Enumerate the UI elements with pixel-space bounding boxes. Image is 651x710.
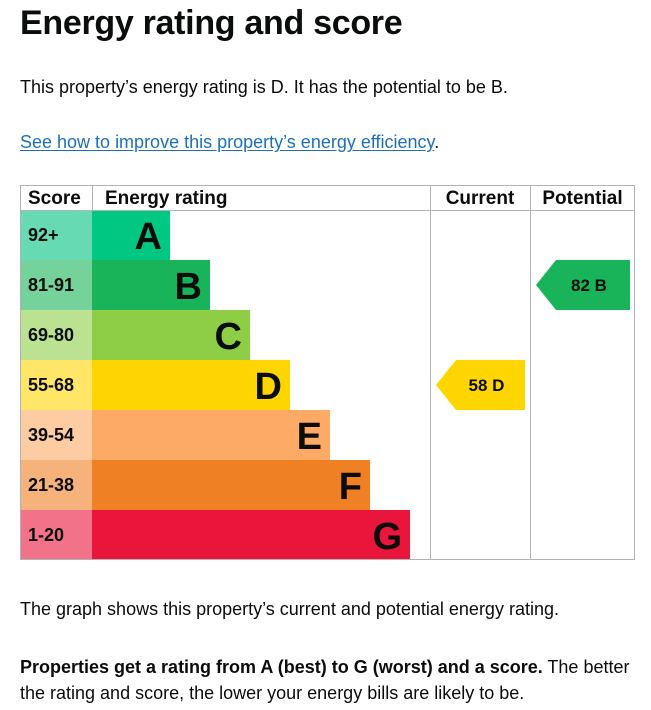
rating-letter-b: B xyxy=(175,266,202,308)
rating-explanation: Properties get a rating from A (best) to… xyxy=(20,654,635,706)
improve-suffix: . xyxy=(434,132,440,152)
rating-letter-c: C xyxy=(215,316,242,358)
potential-score-label: 82 B xyxy=(571,276,607,295)
current-score-label: 58 D xyxy=(469,376,505,395)
rating-letter-f: F xyxy=(339,466,362,508)
rating-bar-c xyxy=(92,310,250,360)
score-cell-b xyxy=(20,260,92,310)
header-energy-rating: Energy rating xyxy=(105,188,227,209)
rating-bar-a xyxy=(92,210,170,260)
score-cell-a xyxy=(20,210,92,260)
score-range-e: 39-54 xyxy=(28,425,74,445)
improve-efficiency-link[interactable]: See how to improve this property’s energ… xyxy=(20,132,435,152)
improve-paragraph: See how to improve this property’s energ… xyxy=(20,132,439,153)
energy-rating-graph: 92+ A 81-91 B 69-80 C 55-68 D 39-54 E 21-38 F 1-20 G S… xyxy=(20,185,635,560)
energy-rating-chart: 92+ A 81-91 B 69-80 C 55-68 D 39-54 E 21-38 F 1-20 G S… xyxy=(20,185,635,560)
rating-letter-d: D xyxy=(255,366,282,408)
rating-explanation-bold: Properties get a rating from A (best) to… xyxy=(20,657,543,677)
rating-letter-g: G xyxy=(372,516,402,558)
header-current: Current xyxy=(446,188,515,209)
page-title: Energy rating and score xyxy=(20,4,403,42)
rating-bar-f xyxy=(92,460,370,510)
score-range-d: 55-68 xyxy=(28,375,74,395)
chart-caption: The graph shows this property’s current … xyxy=(20,599,559,619)
current-arrow xyxy=(436,360,525,410)
potential-arrow xyxy=(536,260,630,310)
score-cell-d xyxy=(20,360,92,410)
rating-letter-a: A xyxy=(135,216,162,258)
score-cell-c xyxy=(20,310,92,360)
score-cell-e xyxy=(20,410,92,460)
rating-explanation-rest: The better the rating and score, the low… xyxy=(20,657,630,703)
score-range-c: 69-80 xyxy=(28,325,74,345)
header-potential: Potential xyxy=(542,188,622,209)
score-cell-f xyxy=(20,460,92,510)
score-range-b: 81-91 xyxy=(28,275,74,295)
rating-bar-e xyxy=(92,410,330,460)
header-score: Score xyxy=(28,188,81,209)
rating-bar-d xyxy=(92,360,290,410)
score-range-f: 21-38 xyxy=(28,475,74,495)
rating-bar-b xyxy=(92,260,210,310)
score-range-a: 92+ xyxy=(28,225,59,245)
rating-letter-e: E xyxy=(297,416,322,458)
rating-bar-g xyxy=(92,510,410,560)
score-cell-g xyxy=(20,510,92,560)
rating-summary: This property’s energy rating is D. It h… xyxy=(20,77,508,97)
score-range-g: 1-20 xyxy=(28,525,64,545)
